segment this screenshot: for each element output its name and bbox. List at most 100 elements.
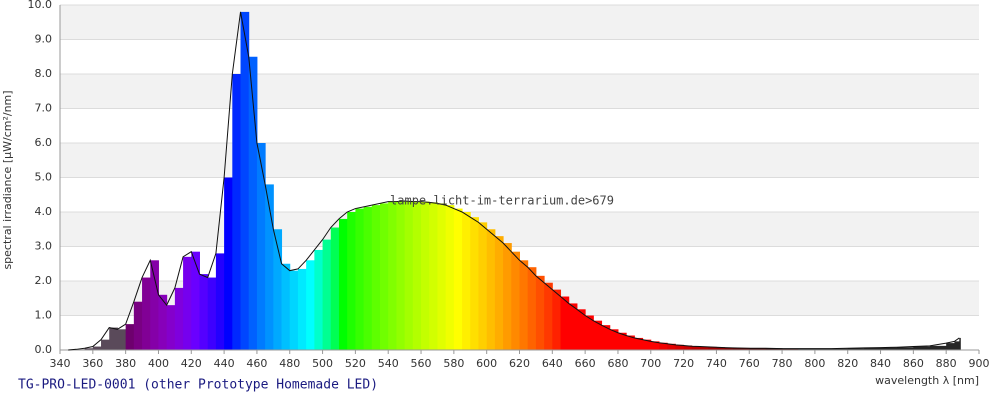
- x-tick-label: 420: [181, 357, 202, 370]
- spectrum-bar: [601, 325, 611, 350]
- grid-band: [60, 5, 979, 40]
- spectrum-bar: [289, 270, 299, 350]
- spectrum-bar: [453, 208, 463, 350]
- y-tick-label: 6.0: [35, 136, 53, 149]
- x-tick-label: 480: [279, 357, 300, 370]
- y-axis-label: spectral irradiance [µW/cm²/nm]: [1, 90, 14, 269]
- y-tick-label: 4.0: [35, 205, 53, 218]
- x-tick-label: 520: [345, 357, 366, 370]
- x-tick-label: 500: [312, 357, 333, 370]
- spectrum-bar: [142, 277, 151, 350]
- grid-band: [60, 212, 979, 247]
- x-tick-label: 640: [542, 357, 563, 370]
- spectrum-bar: [954, 341, 960, 350]
- spectrum-bar: [363, 206, 373, 350]
- spectrum-bar: [658, 342, 668, 350]
- spectrum-bar: [437, 203, 447, 350]
- y-tick-label: 1.0: [35, 309, 53, 322]
- spectrum-bar: [535, 275, 545, 350]
- x-tick-label: 660: [575, 357, 596, 370]
- spectrum-bar: [306, 260, 315, 350]
- spectrum-bar: [831, 348, 849, 350]
- spectrum-bar: [724, 347, 734, 350]
- x-axis-label: wavelength λ [nm]: [875, 374, 979, 387]
- watermark: lampe.licht-im-terrarium.de>679: [390, 194, 614, 208]
- spectrum-bar: [798, 348, 816, 350]
- spectrum-bar: [486, 229, 496, 350]
- x-tick-label: 700: [640, 357, 661, 370]
- spectrum-bar: [544, 282, 553, 350]
- spectrum-bar: [412, 201, 422, 350]
- spectrum-bar: [847, 348, 865, 350]
- spectrum-bar: [101, 339, 110, 350]
- grid-band: [60, 143, 979, 178]
- x-tick-label: 580: [443, 357, 464, 370]
- x-tick-label: 680: [607, 357, 628, 370]
- spectrum-bar: [158, 294, 168, 350]
- spectrum-bar: [929, 345, 947, 350]
- spectrum-bar: [552, 289, 562, 350]
- spectrum-bar: [371, 205, 381, 350]
- y-tick-label: 3.0: [35, 240, 53, 253]
- spectrum-bar: [150, 260, 159, 350]
- x-tick-label: 760: [739, 357, 760, 370]
- x-tick-label: 860: [903, 357, 924, 370]
- y-tick-label: 8.0: [35, 67, 53, 80]
- spectrum-bar: [527, 267, 537, 350]
- y-tick-label: 10.0: [28, 0, 53, 11]
- spectrum-bar: [396, 201, 406, 350]
- spectrum-bar: [560, 296, 570, 350]
- spectrum-bar: [650, 341, 660, 350]
- x-tick-label: 720: [673, 357, 694, 370]
- spectrum-bar: [380, 203, 389, 350]
- spectrum-bar: [585, 315, 594, 350]
- x-tick-label: 780: [772, 357, 793, 370]
- spectrum-bar: [421, 201, 430, 350]
- x-tick-label: 560: [411, 357, 432, 370]
- x-tick-label: 380: [115, 357, 136, 370]
- spectrum-bar: [609, 329, 619, 350]
- spectrum-bar: [675, 344, 685, 350]
- y-tick-label: 5.0: [35, 171, 53, 184]
- spectrum-bar: [511, 251, 520, 350]
- spectrum-bar: [92, 346, 102, 350]
- spectrum-bar: [265, 184, 274, 350]
- spectrum-bar: [183, 256, 192, 350]
- spectrum-bar: [626, 335, 635, 350]
- spectrum-bar: [338, 218, 348, 350]
- spectrum-bar: [642, 339, 652, 350]
- spectrum-bar: [215, 253, 225, 350]
- spectrum-bar: [880, 347, 898, 350]
- spectrum-bar: [732, 347, 750, 350]
- spectrum-bar: [576, 309, 586, 350]
- y-tick-label: 2.0: [35, 274, 53, 287]
- spectrum-bar: [207, 277, 217, 350]
- spectrum-bar: [814, 348, 832, 350]
- spectrum-bar: [256, 143, 266, 350]
- spectrum-bar: [896, 347, 914, 350]
- spectrum-bar: [166, 305, 176, 350]
- x-tick-label: 900: [969, 357, 990, 370]
- spectrum-bar: [617, 332, 627, 350]
- spectrum-bar: [913, 346, 931, 350]
- spectrum-bar: [946, 343, 955, 350]
- spectrum-bar: [864, 347, 882, 350]
- spectrum-bar: [109, 327, 118, 350]
- x-tick-label: 400: [148, 357, 169, 370]
- x-tick-label: 820: [837, 357, 858, 370]
- spectrum-bar: [355, 208, 365, 350]
- spectrum-bar: [568, 303, 578, 350]
- spectrum-bar: [445, 205, 455, 350]
- spectrum-bar: [462, 212, 471, 350]
- spectrum-line: [68, 11, 960, 351]
- x-tick-label: 740: [706, 357, 727, 370]
- spectrum-bar: [347, 212, 356, 350]
- spectrum-bar: [84, 348, 94, 350]
- spectrum-bar: [593, 320, 603, 350]
- x-tick-label: 360: [82, 357, 103, 370]
- x-tick-label: 600: [476, 357, 497, 370]
- spectrum-bar: [232, 74, 242, 350]
- spectrum-bar: [248, 56, 258, 350]
- spectrum-bar: [191, 251, 200, 350]
